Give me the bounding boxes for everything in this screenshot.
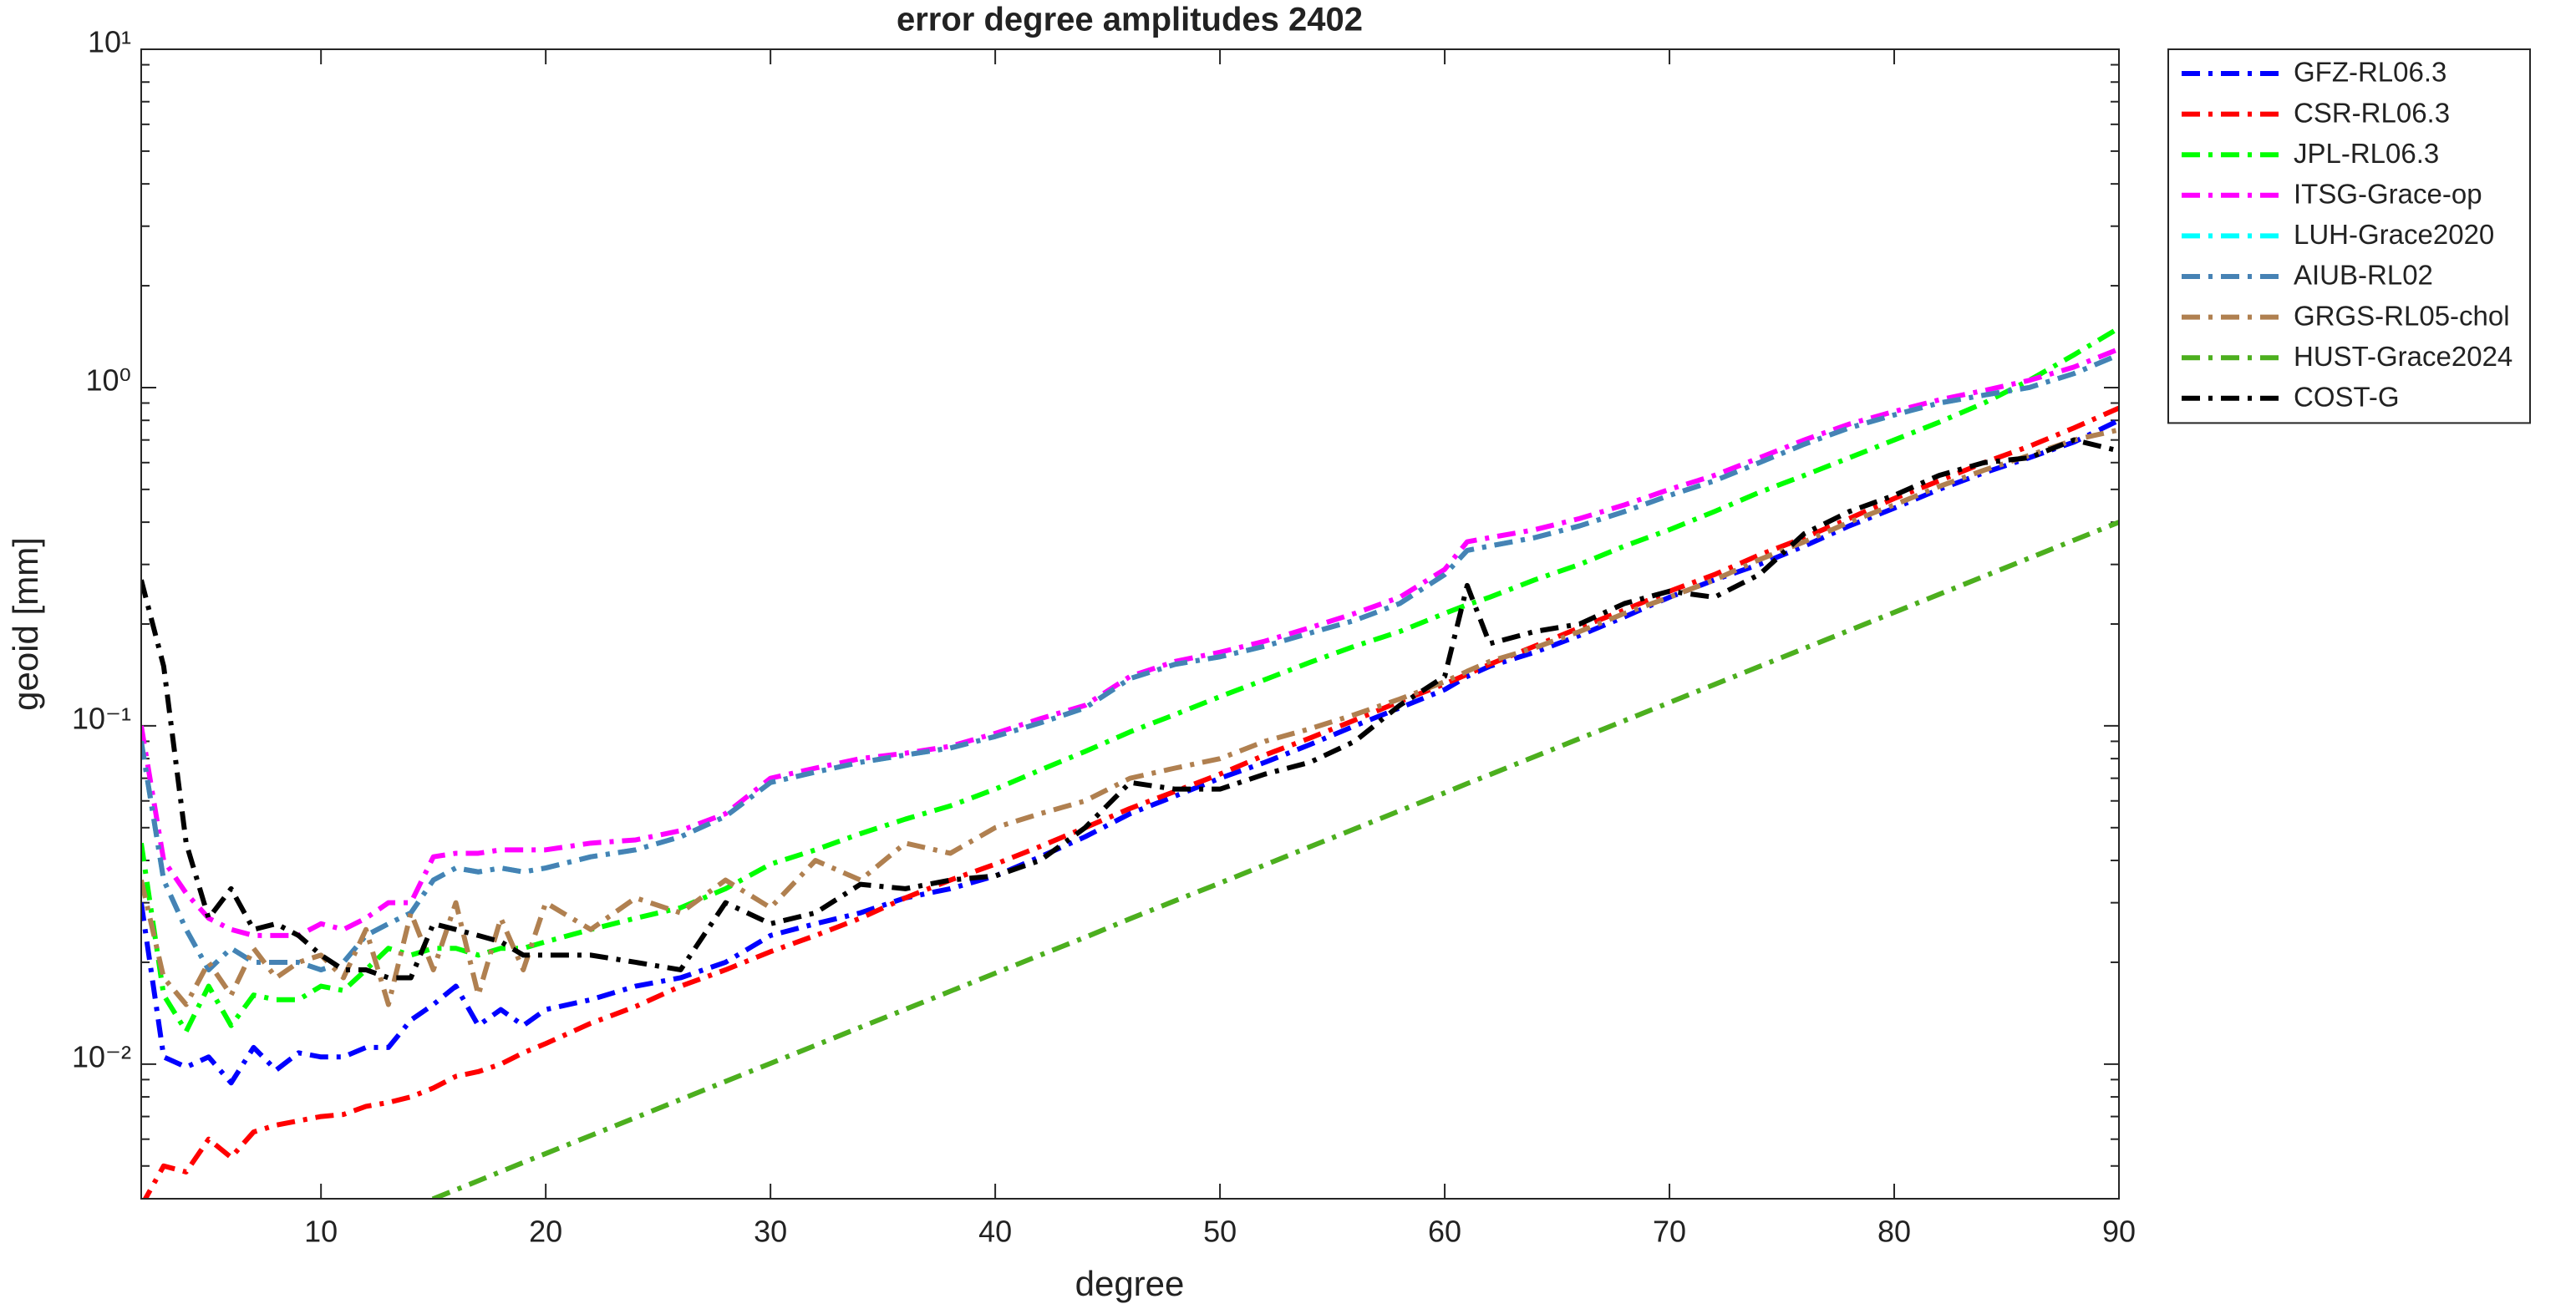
series-line (141, 347, 2119, 938)
x-tick-label: 80 (1877, 1215, 1911, 1249)
x-tick-label: 10 (304, 1215, 338, 1249)
series-line (142, 405, 2119, 1199)
legend-label: AIUB-RL02 (2294, 260, 2433, 291)
y-tick-label: 10⁻² (72, 1039, 131, 1073)
x-tick-label: 90 (2102, 1215, 2136, 1249)
legend-label: CSR-RL06.3 (2294, 97, 2450, 128)
legend-label: COST-G (2294, 382, 2400, 413)
legend-label: GFZ-RL06.3 (2294, 57, 2446, 88)
x-tick-label: 70 (1653, 1215, 1686, 1249)
x-tick-label: 40 (978, 1215, 1012, 1249)
chart-title: error degree amplitudes 2402 (897, 2, 1363, 38)
legend-label: ITSG-Grace-op (2294, 179, 2482, 210)
x-tick-label: 20 (529, 1215, 562, 1249)
y-tick-label: 10⁻¹ (72, 701, 131, 735)
x-axis-label: degree (1075, 1264, 1185, 1303)
x-tick-label: 30 (754, 1215, 787, 1249)
x-tick-label: 50 (1203, 1215, 1237, 1249)
legend-label: LUH-Grace2020 (2294, 219, 2494, 250)
series-line (426, 520, 2119, 1199)
series-line (141, 427, 2119, 1007)
series-line (141, 326, 2119, 1034)
plot-frame (140, 48, 2120, 1200)
x-tick-label: 60 (1428, 1215, 1461, 1249)
y-axis-label: geoid [mm] (6, 537, 45, 711)
legend-label: HUST-Grace2024 (2294, 341, 2512, 372)
series-line (141, 418, 2119, 1086)
plot-area (141, 49, 2119, 1199)
y-tick-label: 10¹ (88, 25, 131, 59)
y-tick-label: 10⁰ (86, 363, 131, 397)
legend-label: JPL-RL06.3 (2294, 138, 2439, 169)
legend-label: GRGS-RL05-chol (2294, 300, 2510, 331)
series-group (141, 326, 2119, 1199)
